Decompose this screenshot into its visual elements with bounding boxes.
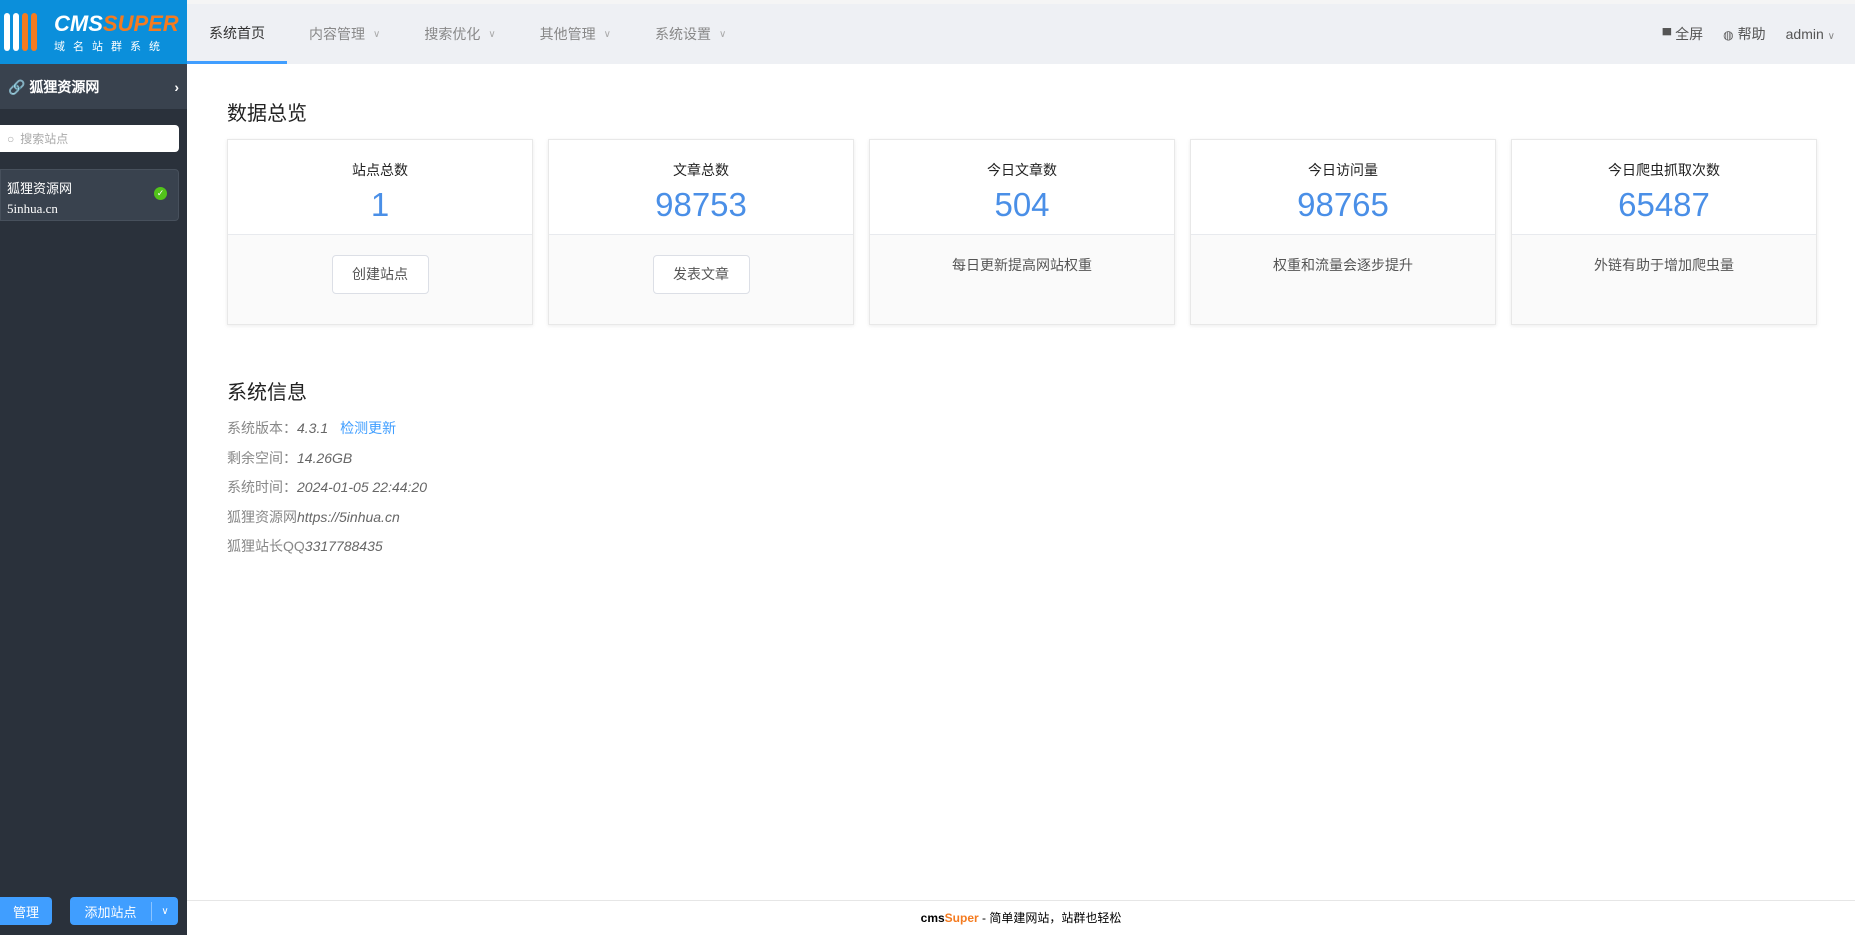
footer-slogan: - 简单建网站，站群也轻松 [978,911,1122,925]
nav-label: 搜索优化 [424,26,481,42]
help-label: 帮助 [1737,26,1766,42]
footer-brand: cms [920,911,945,925]
chevron-down-icon: ∨ [603,28,611,40]
check-update-link[interactable]: 检测更新 [340,420,397,436]
link-icon: 🔗 [8,78,26,95]
stat-hint: 权重和流量会逐步提升 [1273,257,1413,273]
info-label: 系统时间： [227,479,297,496]
site-url-value: https://5inhua.cn [297,508,400,525]
monitor-icon: ▀ [1662,28,1672,42]
fullscreen-button[interactable]: ▀ 全屏 [1663,24,1704,44]
site-domain: 5inhua.cn [7,201,58,216]
logo-brand-accent: SUPER [102,10,179,36]
stat-label: 今日爬虫抓取次数 [1608,162,1720,178]
stat-hint: 外链有助于增加爬虫量 [1594,257,1734,273]
stat-label: 今日访问量 [1308,162,1378,178]
time-value: 2024-01-05 22:44:20 [297,479,427,496]
info-label: 剩余空间： [227,449,297,466]
current-site-name: 狐狸资源网 [29,78,100,95]
add-site-label: 添加站点 [70,901,152,921]
version-value: 4.3.1 [297,420,329,436]
chevron-down-icon[interactable]: ∨ [161,905,169,917]
stat-card-articles: 文章总数 98753 发表文章 [548,139,854,325]
nav-label: 其他管理 [539,26,596,42]
stat-value: 98753 [655,186,747,223]
stat-label: 文章总数 [673,162,729,178]
footer-brand-accent: Super [944,911,979,925]
sidebar: CMSSUPER 域名站群系统 🔗 狐狸资源网 › ○ 搜索站点 狐狸资源网 5i… [0,0,187,935]
stat-card-crawler: 今日爬虫抓取次数 65487 外链有助于增加爬虫量 [1511,139,1817,325]
info-label: 狐狸站长QQ [227,538,305,555]
stat-value: 1 [370,186,390,223]
help-button[interactable]: ◍ 帮助 [1723,24,1765,44]
sysinfo-list: 系统版本：4.3.1 检测更新 剩余空间：14.26GB 系统时间：2024-01… [227,418,427,566]
check-circle-icon: ✓ [154,187,167,200]
nav-seo[interactable]: 搜索优化 ∨ [402,4,517,64]
overview-title: 数据总览 [227,103,307,125]
stat-label: 站点总数 [352,162,408,178]
stat-value: 65487 [1618,186,1710,223]
top-nav: 系统首页 内容管理 ∨ 搜索优化 ∨ 其他管理 ∨ 系统设置 ∨ ▀ 全屏 ◍ 帮助 adm… [187,0,1855,64]
logo-brand: CMS [54,10,103,36]
chevron-down-icon: ∨ [373,28,381,40]
space-value: 14.26GB [297,449,353,466]
nav-other[interactable]: 其他管理 ∨ [518,4,633,64]
logo-subtitle: 域名站群系统 [54,40,168,53]
stat-label: 今日文章数 [987,162,1057,178]
stat-value: 98765 [1297,186,1389,223]
info-label: 系统版本： [227,420,297,436]
site-search-input[interactable]: ○ 搜索站点 [0,125,179,152]
nav-label: 内容管理 [309,26,365,42]
search-placeholder: 搜索站点 [20,132,69,146]
stat-hint: 每日更新提高网站权重 [952,257,1092,273]
stat-value: 504 [994,186,1050,223]
fullscreen-label: 全屏 [1675,26,1704,42]
chevron-right-icon: › [174,78,179,95]
info-label: 狐狸资源网 [227,508,297,525]
nav-label: 系统首页 [209,24,265,41]
stat-card-sites: 站点总数 1 创建站点 [227,139,533,325]
search-icon: ○ [7,131,15,146]
qq-value: 3317788435 [304,538,383,555]
logo-icon [4,10,48,54]
stat-card-today-articles: 今日文章数 504 每日更新提高网站权重 [869,139,1175,325]
nav-content[interactable]: 内容管理 ∨ [287,4,402,64]
footer: cmsSuper - 简单建网站，站群也轻松 [187,900,1855,935]
username: admin [1785,26,1824,42]
sysinfo-title: 系统信息 [227,382,307,404]
site-list-item[interactable]: 狐狸资源网 5inhua.cn ✓ [0,169,179,221]
current-site-selector[interactable]: 🔗 狐狸资源网 › [0,64,187,109]
nav-settings[interactable]: 系统设置 ∨ [633,4,748,64]
manage-button[interactable]: 管理 [0,897,52,925]
logo[interactable]: CMSSUPER 域名站群系统 [0,0,187,64]
chevron-down-icon: ∨ [1827,31,1835,42]
lifebuoy-icon: ◍ [1723,28,1734,42]
nav-home[interactable]: 系统首页 [187,4,287,64]
chevron-down-icon: ∨ [488,28,496,40]
user-menu[interactable]: admin ∨ [1786,26,1835,42]
stat-card-today-visits: 今日访问量 98765 权重和流量会逐步提升 [1190,139,1496,325]
create-site-button[interactable]: 创建站点 [331,255,429,294]
add-site-button[interactable]: 添加站点 ∨ [70,897,178,925]
nav-label: 系统设置 [654,26,711,42]
chevron-down-icon: ∨ [718,28,727,40]
site-name: 狐狸资源网 [7,181,73,196]
publish-article-button[interactable]: 发表文章 [652,255,750,294]
